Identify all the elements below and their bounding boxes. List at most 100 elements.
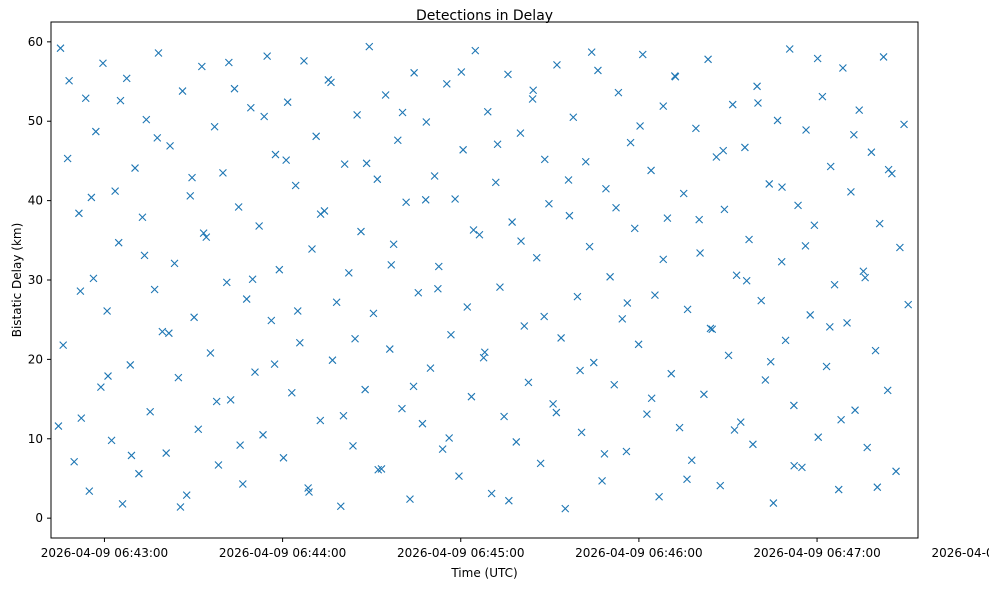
- data-point: [655, 492, 663, 501]
- x-axis: 2026-04-09 06:43:00 2026-04-09 06:44:00 20…: [41, 538, 989, 560]
- data-point: [344, 268, 353, 277]
- data-point: [834, 485, 843, 494]
- data-point: [451, 195, 459, 203]
- data-point: [75, 209, 83, 218]
- data-point: [308, 245, 316, 253]
- data-point: [594, 66, 602, 75]
- data-point: [626, 138, 635, 147]
- data-point: [532, 253, 541, 262]
- data-point: [512, 438, 521, 446]
- data-point: [85, 487, 94, 496]
- data-point: [422, 118, 431, 126]
- data-point: [291, 181, 300, 190]
- data-point: [598, 476, 606, 485]
- data-point: [720, 205, 729, 214]
- data-point: [732, 271, 741, 280]
- data-point: [353, 110, 362, 119]
- data-point: [81, 94, 90, 103]
- x-tick-label: 2026-04-09 06:47:00: [753, 546, 880, 560]
- data-point: [457, 68, 466, 76]
- data-point: [340, 160, 349, 168]
- y-tick-label: 40: [28, 194, 43, 208]
- data-point: [651, 291, 659, 299]
- data-point: [469, 226, 478, 234]
- data-point: [146, 407, 155, 416]
- data-point: [438, 445, 447, 453]
- data-point: [557, 334, 565, 342]
- data-point: [830, 280, 839, 289]
- data-point: [785, 45, 794, 53]
- data-point: [224, 58, 233, 67]
- data-point: [287, 388, 296, 397]
- data-point: [459, 145, 468, 154]
- data-point: [630, 224, 639, 233]
- data-point: [730, 426, 739, 434]
- data-point: [742, 276, 751, 285]
- data-point: [158, 327, 167, 336]
- data-point: [859, 267, 868, 276]
- data-point: [271, 150, 280, 159]
- data-point: [445, 434, 454, 442]
- data-point: [636, 122, 644, 130]
- data-point: [719, 146, 728, 155]
- data-point: [471, 46, 480, 55]
- data-point: [194, 425, 203, 434]
- data-point: [892, 467, 900, 476]
- data-point: [134, 469, 143, 478]
- data-point: [170, 259, 179, 268]
- data-point: [679, 189, 688, 198]
- data-point: [96, 383, 105, 392]
- data-point: [659, 102, 668, 111]
- data-point: [76, 287, 85, 296]
- data-point: [612, 203, 620, 212]
- data-point: [312, 132, 321, 141]
- data-point: [855, 106, 864, 115]
- data-point: [214, 461, 223, 469]
- data-point: [126, 361, 135, 369]
- data-point: [398, 404, 406, 413]
- data-point: [131, 164, 139, 172]
- data-point: [728, 100, 737, 109]
- data-point: [282, 156, 291, 165]
- data-point: [418, 419, 427, 428]
- data-point: [623, 299, 632, 307]
- data-point: [127, 451, 136, 460]
- data-point: [178, 87, 187, 95]
- data-point: [142, 115, 151, 124]
- data-point: [496, 283, 504, 292]
- data-point: [577, 428, 586, 437]
- data-point: [387, 261, 396, 269]
- data-point: [362, 159, 371, 168]
- data-point: [753, 82, 761, 91]
- data-point: [491, 178, 500, 187]
- data-point: [166, 141, 174, 150]
- data-point: [279, 453, 288, 462]
- data-point: [238, 480, 247, 488]
- data-point: [260, 112, 269, 121]
- data-point: [863, 443, 872, 452]
- data-point: [138, 213, 147, 222]
- data-point: [540, 155, 549, 164]
- data-point: [875, 219, 884, 228]
- data-point: [696, 249, 704, 257]
- data-point: [873, 483, 882, 492]
- data-point: [230, 84, 239, 93]
- data-point: [867, 148, 876, 157]
- data-point: [275, 265, 284, 274]
- data-point: [736, 418, 745, 426]
- data-point: [667, 369, 676, 378]
- data-point: [849, 130, 858, 139]
- data-point: [351, 334, 359, 343]
- data-point: [663, 214, 672, 222]
- data-point: [104, 372, 112, 380]
- data-point: [398, 108, 407, 117]
- data-point: [381, 91, 390, 99]
- data-point: [369, 309, 378, 318]
- data-point: [463, 303, 472, 311]
- data-point: [606, 272, 614, 281]
- data-point: [683, 305, 692, 314]
- data-point: [528, 95, 537, 103]
- data-point: [480, 348, 489, 357]
- data-point: [647, 166, 655, 175]
- data-point: [493, 140, 502, 149]
